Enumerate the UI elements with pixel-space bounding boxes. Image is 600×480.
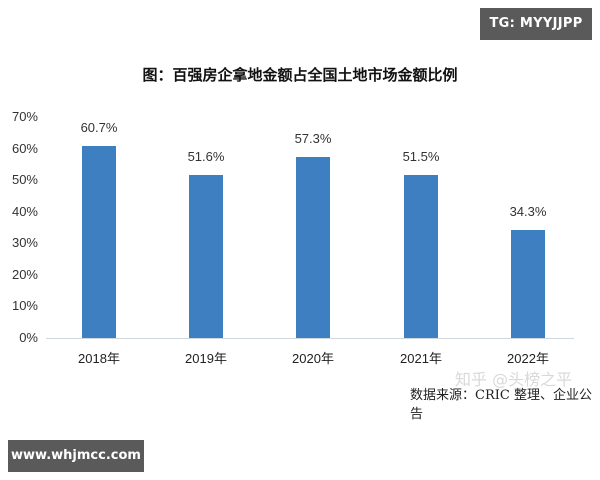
x-tick-label: 2018年 xyxy=(78,351,120,366)
value-label: 60.7% xyxy=(80,120,118,136)
x-axis-line xyxy=(46,338,574,339)
bar-2022 xyxy=(511,229,545,338)
value-label: 51.6% xyxy=(187,149,225,165)
y-tick-label: 20% xyxy=(11,266,38,282)
value-label: 57.3% xyxy=(294,131,332,147)
bar-2018 xyxy=(82,146,116,338)
bar-2021 xyxy=(404,175,438,338)
y-tick-label: 10% xyxy=(11,298,38,314)
x-tick-label: 2020年 xyxy=(292,351,334,366)
x-tick-label: 2021年 xyxy=(400,351,442,366)
y-tick-label: 50% xyxy=(11,172,38,188)
telegram-badge: TG: MYYJJPP xyxy=(480,8,592,40)
chart-title: 图：百强房企拿地金额占全国土地市场金额比例 xyxy=(142,66,458,84)
bar-2020 xyxy=(296,157,330,338)
bar-2019 xyxy=(189,175,223,338)
y-tick-label: 0% xyxy=(19,330,38,345)
y-tick-label: 40% xyxy=(11,203,38,219)
website-badge: www.whjmcc.com xyxy=(8,440,144,472)
value-label: 51.5% xyxy=(402,149,440,165)
y-tick-label: 30% xyxy=(11,235,38,251)
watermark-text: 知乎 @头榜之平 xyxy=(455,370,573,389)
value-label: 34.3% xyxy=(509,203,547,219)
x-tick-label: 2022年 xyxy=(507,351,549,366)
y-tick-label: 60% xyxy=(11,140,38,156)
data-source-note: 数据来源：CRIC 整理、企业公告 xyxy=(410,388,592,422)
y-tick-label: 70% xyxy=(11,109,38,124)
x-tick-label: 2019年 xyxy=(185,351,227,366)
